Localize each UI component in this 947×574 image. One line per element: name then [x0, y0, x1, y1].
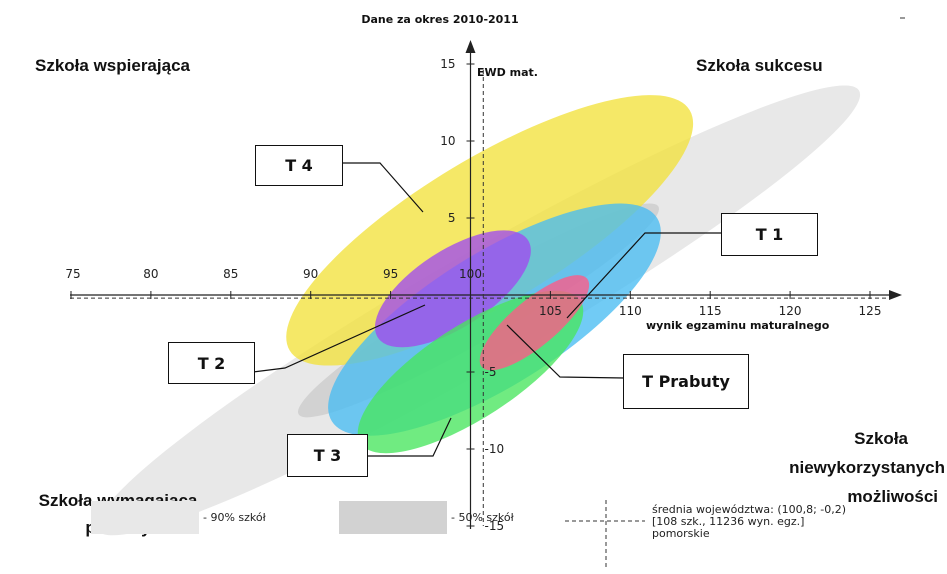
y-tick-label: -15 [485, 519, 505, 533]
callout-box-prabuty: T Prabuty [623, 354, 749, 409]
x-tick-label: 120 [779, 304, 802, 318]
x-tick-label: 90 [303, 267, 318, 281]
t4-leader-line [343, 162, 424, 213]
ellipse-t-prabuty [479, 275, 590, 371]
axis-layer: 75 80 85 90 95 100 105 110 115 120 125 -15 -10 -5 5 10 1… [65, 40, 902, 533]
x-tick-label: 75 [65, 267, 80, 281]
legend-swatch-50 [339, 501, 447, 534]
callout-box-t4: T 4 [255, 145, 343, 186]
quadrant-label-bottom-right-line1: Szkoła [854, 429, 908, 448]
callout-box-t2: T 2 [168, 342, 255, 384]
quadrant-label-bottom-right-line3: możliwości [847, 487, 938, 506]
x-tick-label: 125 [859, 304, 882, 318]
x-tick-label: 80 [143, 267, 158, 281]
quadrant-label-top-right: Szkoła sukcesu [696, 56, 823, 75]
y-tick-label: -10 [485, 442, 505, 456]
legend-average-text: średnia województwa: (100,8; -0,2) [108 … [652, 504, 846, 540]
quadrant-label-bottom-right: Szkoła niewykorzystanych możliwości [725, 424, 945, 511]
x-tick-label: 110 [619, 304, 642, 318]
y-tick-label: -5 [485, 365, 497, 379]
prabuty-leader-line [506, 324, 625, 379]
legend-label-90: - 90% szkół [203, 511, 266, 524]
quadrant-label-top-left: Szkoła wspierająca [35, 56, 190, 75]
ellipse-t-2 [374, 230, 531, 348]
x-tick-label: 100 [459, 267, 482, 281]
t2-leader-line [252, 304, 426, 373]
y-axis-label: EWD mat. [477, 66, 538, 79]
x-tick-label: 85 [223, 267, 238, 281]
legend-swatch-90 [91, 501, 199, 534]
t1-leader-line [566, 232, 722, 319]
legend-average-line3: pomorskie [652, 527, 710, 540]
x-tick-label: 95 [383, 267, 398, 281]
x-axis-arrow [889, 290, 902, 300]
y-tick-label: 10 [440, 134, 455, 148]
x-tick-label: 115 [699, 304, 722, 318]
chart-title: Dane za okres 2010-2011 [361, 13, 518, 26]
legend-average-line2: [108 szk., 11236 wyn. egz.] [652, 515, 805, 528]
legend-average-symbol [565, 500, 645, 570]
quadrant-label-bottom-right-line2: niewykorzystanych [789, 458, 945, 477]
x-tick-label: 105 [539, 304, 562, 318]
callout-box-t1: T 1 [721, 213, 818, 256]
legend-label-50: - 50% szkół [451, 511, 514, 524]
t3-leader-line [368, 417, 452, 457]
callout-leaders [252, 162, 722, 457]
x-axis-label: wynik egzaminu maturalnego [646, 319, 830, 332]
y-axis-arrow [465, 40, 476, 53]
legend-average-line1: średnia województwa: (100,8; -0,2) [652, 503, 847, 516]
y-tick-label: 15 [440, 57, 455, 71]
callout-box-t3: T 3 [287, 434, 368, 477]
y-tick-label: 5 [448, 211, 456, 225]
